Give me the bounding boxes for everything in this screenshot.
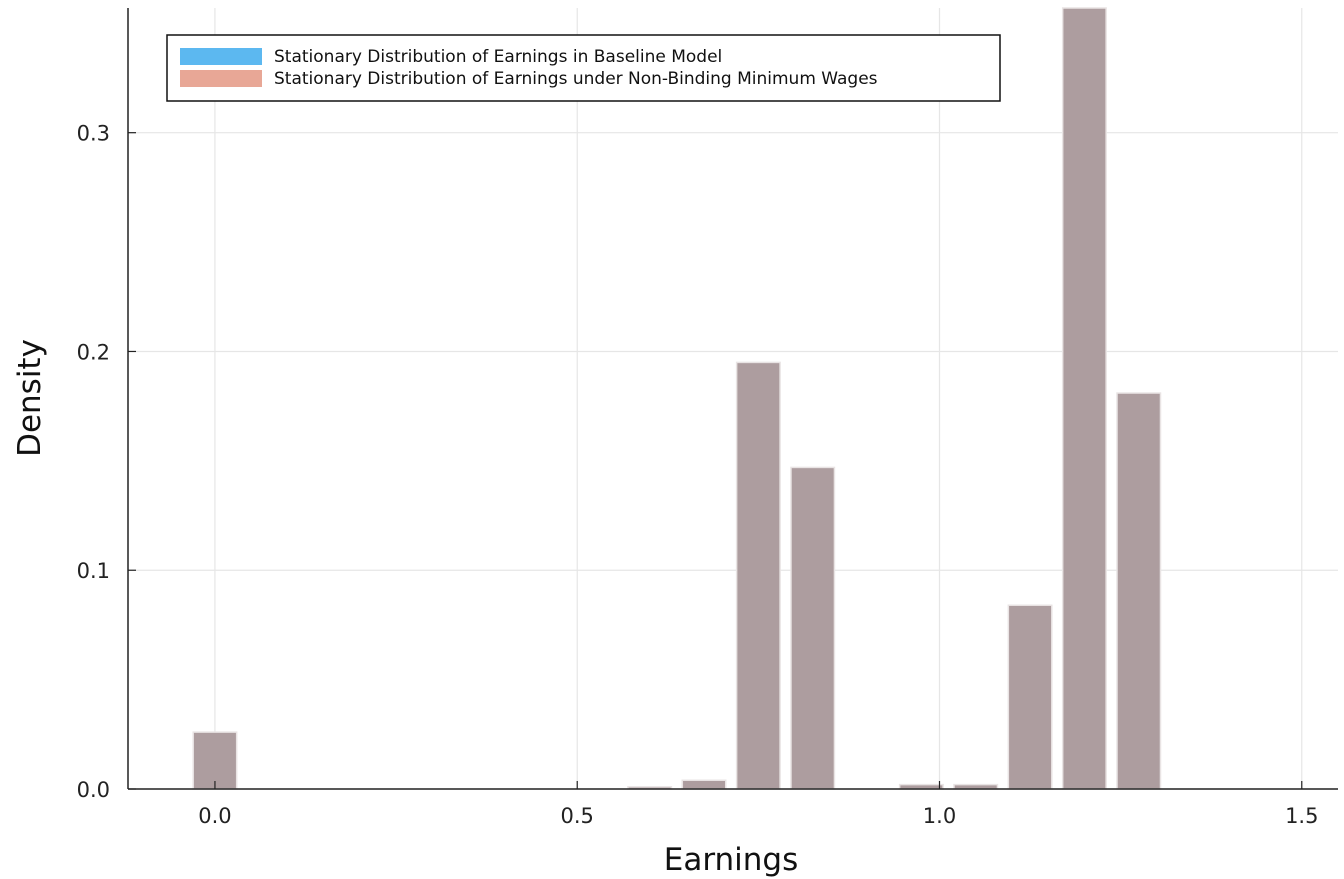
x-axis-title: Earnings [664, 842, 799, 878]
y-tick-label: 0.1 [77, 559, 110, 583]
bars [192, 7, 1162, 790]
x-tick-label: 0.0 [198, 804, 231, 828]
x-tick-label: 1.0 [923, 804, 956, 828]
bar [1061, 7, 1107, 790]
bar [735, 361, 781, 790]
legend-label-baseline: Stationary Distribution of Earnings in B… [274, 47, 722, 67]
x-tick-label: 1.5 [1285, 804, 1318, 828]
bar [192, 731, 238, 790]
bar [1116, 392, 1162, 790]
axes [127, 8, 1338, 790]
legend-swatch-baseline [180, 48, 262, 65]
y-axis-title: Density [12, 339, 48, 457]
y-tick-label: 0.2 [77, 340, 110, 364]
bar [681, 779, 727, 790]
tick-labels: 0.0 0.5 1.0 1.5 0.0 0.1 0.2 0.3 [77, 122, 1319, 828]
legend-box [166, 34, 1001, 102]
bar [790, 466, 836, 790]
bar [1007, 604, 1053, 790]
legend: Stationary Distribution of Earnings in B… [166, 34, 1001, 102]
y-tick-label: 0.0 [77, 778, 110, 802]
x-tick-label: 0.5 [561, 804, 594, 828]
legend-label-minimum-wage: Stationary Distribution of Earnings unde… [274, 69, 878, 89]
legend-swatch-minimum-wage [180, 70, 262, 87]
y-tick-label: 0.3 [77, 122, 110, 146]
